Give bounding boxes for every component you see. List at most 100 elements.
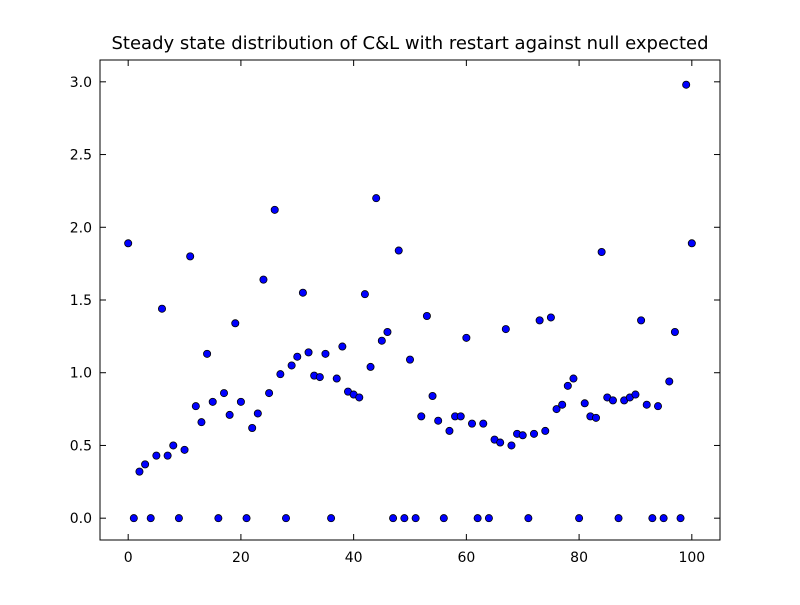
data-point — [670, 327, 679, 336]
data-point — [546, 313, 555, 322]
data-point — [445, 426, 454, 435]
data-point — [507, 441, 516, 450]
data-point — [580, 399, 589, 408]
data-point — [366, 362, 375, 371]
data-point — [394, 246, 403, 255]
data-point — [592, 413, 601, 422]
data-point — [236, 397, 245, 406]
plot-area-frame — [99, 59, 721, 541]
data-point — [146, 514, 155, 523]
data-point — [479, 419, 488, 428]
data-point — [197, 418, 206, 427]
data-point — [259, 275, 268, 284]
data-point — [174, 514, 183, 523]
data-point — [496, 438, 505, 447]
data-points — [124, 80, 696, 523]
data-point — [208, 397, 217, 406]
data-point — [355, 393, 364, 402]
data-point — [434, 416, 443, 425]
data-point — [575, 514, 584, 523]
data-point — [231, 319, 240, 328]
data-point — [535, 316, 544, 325]
data-point — [682, 80, 691, 89]
x-tick-label: 0 — [124, 550, 133, 566]
data-point — [152, 451, 161, 460]
data-point — [214, 514, 223, 523]
data-point — [541, 426, 550, 435]
data-point — [287, 361, 296, 370]
data-point — [276, 370, 285, 379]
data-point — [383, 327, 392, 336]
data-point — [665, 377, 674, 386]
data-point — [417, 412, 426, 421]
data-point — [428, 391, 437, 400]
data-point — [129, 514, 138, 523]
data-point — [135, 467, 144, 476]
y-tick-label: 2.0 — [70, 220, 92, 236]
data-point — [248, 423, 257, 432]
data-point — [141, 460, 150, 469]
data-point — [422, 311, 431, 320]
data-point — [411, 514, 420, 523]
data-point — [293, 352, 302, 361]
data-point — [563, 381, 572, 390]
data-point — [637, 316, 646, 325]
data-point — [253, 409, 262, 418]
data-point — [377, 336, 386, 345]
data-point — [219, 389, 228, 398]
x-tick-label: 100 — [678, 550, 705, 566]
y-tick-label: 2.5 — [70, 148, 92, 164]
x-tick-label: 40 — [345, 550, 363, 566]
data-point — [608, 396, 617, 405]
x-tick-label: 20 — [232, 550, 250, 566]
data-point — [372, 194, 381, 203]
data-point — [338, 342, 347, 351]
data-point — [501, 325, 510, 334]
data-point — [642, 400, 651, 409]
data-point — [614, 514, 623, 523]
y-tick-label: 1.0 — [70, 366, 92, 382]
data-point — [270, 205, 279, 214]
y-axis: 0.0 0.5 1.0 1.5 2.0 2.5 3.0 — [70, 75, 720, 527]
x-axis: 0 20 40 60 80 100 — [124, 60, 705, 566]
data-point — [530, 429, 539, 438]
data-point — [524, 514, 533, 523]
data-point — [332, 374, 341, 383]
data-point — [225, 410, 234, 419]
data-point — [456, 412, 465, 421]
data-point — [569, 374, 578, 383]
data-point — [298, 288, 307, 297]
data-point — [439, 514, 448, 523]
data-point — [180, 445, 189, 454]
data-point — [597, 247, 606, 256]
data-point — [304, 348, 313, 357]
chart-title: Steady state distribution of C&L with re… — [111, 33, 708, 54]
y-tick-label: 0.0 — [70, 511, 92, 527]
data-point — [321, 349, 330, 358]
data-point — [462, 333, 471, 342]
data-point — [389, 514, 398, 523]
data-point — [186, 252, 195, 261]
data-point — [484, 514, 493, 523]
data-point — [648, 514, 657, 523]
data-point — [360, 290, 369, 299]
data-point — [676, 514, 685, 523]
data-point — [315, 373, 324, 382]
data-point — [631, 390, 640, 399]
data-point — [203, 349, 212, 358]
data-point — [327, 514, 336, 523]
data-point — [163, 451, 172, 460]
y-tick-label: 0.5 — [70, 438, 92, 454]
data-point — [405, 355, 414, 364]
y-tick-label: 1.5 — [70, 293, 92, 309]
data-point — [558, 400, 567, 409]
data-point — [124, 239, 133, 248]
data-point — [400, 514, 409, 523]
data-point — [169, 441, 178, 450]
data-point — [265, 389, 274, 398]
data-point — [191, 402, 200, 411]
data-point — [687, 239, 696, 248]
y-tick-label: 3.0 — [70, 75, 92, 91]
